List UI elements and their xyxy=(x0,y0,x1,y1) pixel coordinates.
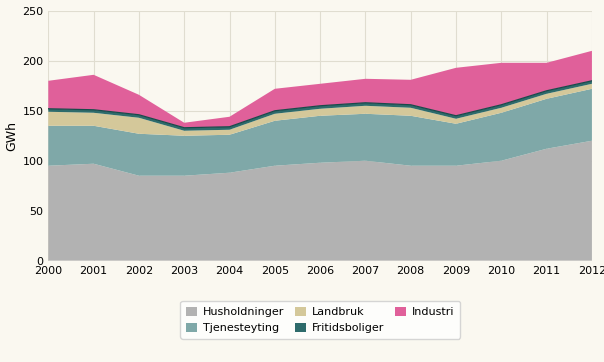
Legend: Husholdninger, Tjenesteyting, Landbruk, Fritidsboliger, Industri: Husholdninger, Tjenesteyting, Landbruk, … xyxy=(181,301,460,339)
Y-axis label: GWh: GWh xyxy=(5,121,18,151)
